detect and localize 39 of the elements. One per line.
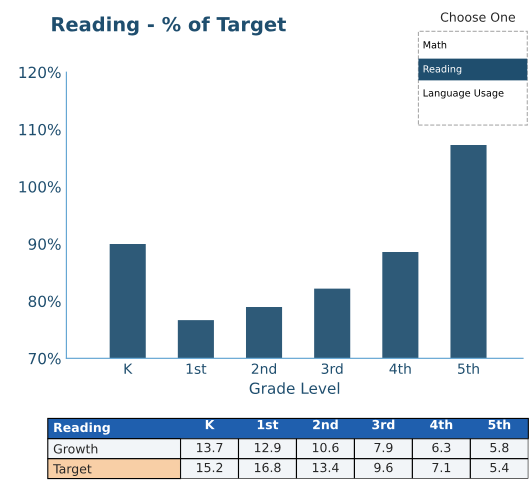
data-label: 7.1 <box>432 462 450 472</box>
data-label: 10.6 <box>312 442 339 452</box>
y-tick-label: 110% <box>20 124 61 136</box>
data-label: 16.8 <box>254 462 281 472</box>
x-tick-label: 3rd <box>322 363 342 374</box>
y-tick-label: 90% <box>28 238 61 250</box>
data-label: 7.9 <box>374 442 392 452</box>
x-tick-label: 3rd <box>372 420 394 430</box>
x-tick-label: 2nd <box>313 420 338 430</box>
text: Choose One <box>440 12 516 22</box>
data-label: 15.2 <box>196 462 222 472</box>
x-tick-label: 5th <box>488 420 510 430</box>
y-tick-label: 100% <box>20 181 61 193</box>
x-tick-label: 1st <box>258 420 278 430</box>
data-label: 12.9 <box>254 442 281 452</box>
data-label: 13.7 <box>196 442 222 452</box>
data-label: 5.4 <box>490 462 509 472</box>
x-tick-label: K <box>206 420 215 430</box>
x-tick-label: 5th <box>458 363 479 374</box>
data-label: 5.8 <box>490 442 508 452</box>
x-tick-label: 4th <box>430 420 452 430</box>
annotation: Language Usage <box>424 89 504 98</box>
data-label: 6.3 <box>432 442 450 452</box>
x-tick-label: 4th <box>389 363 411 374</box>
data-label: 9.6 <box>374 462 393 472</box>
annotation: Reading <box>424 65 462 74</box>
chart-title: Reading <box>54 422 110 435</box>
x-tick-label: 1st <box>186 364 206 374</box>
chart-title: Reading - % of Target <box>52 16 286 36</box>
x-axis-title: Grade Level <box>250 382 340 394</box>
text: Math <box>424 40 446 49</box>
x-tick-label: 2nd <box>252 363 276 374</box>
y-tick-label: 120% <box>20 66 61 78</box>
y-tick-label: 80% <box>28 296 61 308</box>
y-tick-label: 70% <box>28 352 61 364</box>
y-tick-label: Growth <box>54 444 98 454</box>
y-tick-label: Target <box>53 464 92 476</box>
data-label: 13.4 <box>312 462 339 472</box>
x-tick-label: K <box>124 364 133 374</box>
